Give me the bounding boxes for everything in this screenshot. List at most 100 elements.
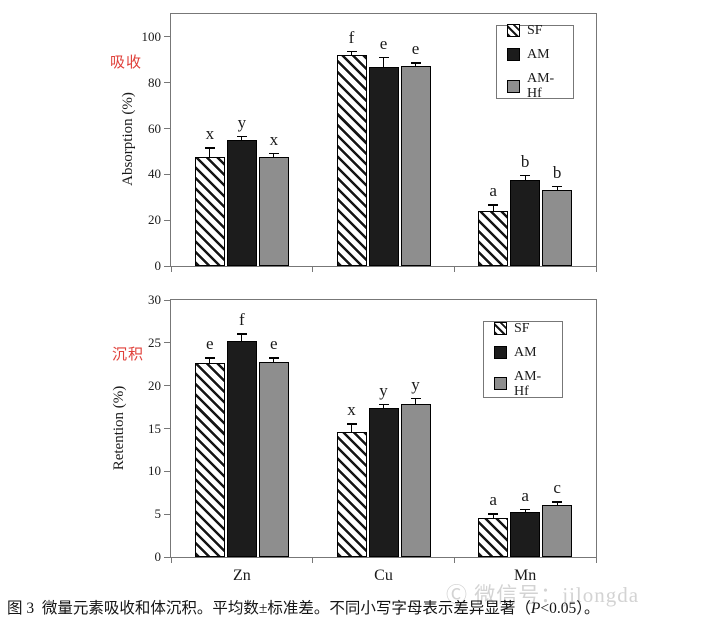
significance-letter: a — [489, 490, 497, 510]
error-bar-cap — [520, 174, 531, 176]
retention-panel-label-cn: 沉积 — [112, 347, 145, 363]
significance-letter: a — [521, 485, 529, 505]
y-tick-label: 40 — [148, 166, 161, 182]
error-bar-cap — [268, 152, 279, 155]
legend-label-am: AM — [527, 47, 550, 62]
significance-letter: y — [237, 112, 247, 132]
significance-letter: x — [347, 400, 356, 420]
significance-letter: f — [238, 310, 245, 330]
y-tick — [164, 385, 171, 387]
bar-am-hf-cu — [400, 65, 431, 266]
y-tick — [164, 36, 171, 38]
error-bar-cap — [520, 508, 531, 511]
error-bar-cap — [488, 513, 499, 515]
x-category-label-mn: Mn — [514, 567, 537, 584]
error-bar-stem — [241, 334, 243, 342]
error-bar-stem — [492, 205, 494, 211]
bar-am-cu — [368, 407, 399, 557]
legend-label-sf: SF — [527, 23, 543, 38]
y-tick — [164, 82, 171, 84]
y-tick — [164, 173, 171, 175]
bar-am-hf-mn — [542, 504, 573, 557]
legend-item-sf: SF — [507, 23, 563, 38]
legend-item-am: AM — [507, 47, 563, 62]
y-tick — [164, 556, 171, 558]
retention-plot-area: SF AM AM-Hf 0 5 10 15 20 25 30 Zn e f e Cu x y y Mn a a c — [148, 292, 597, 584]
error-bar-cap — [378, 403, 389, 405]
significance-letter: y — [379, 380, 388, 400]
error-bar-cap — [378, 56, 389, 59]
x-tick — [170, 557, 172, 563]
absorption-panel-label-cn: 吸收 — [110, 55, 143, 71]
y-tick — [164, 342, 171, 344]
legend-item-amhf: AM-Hf — [494, 369, 552, 399]
y-tick — [164, 299, 171, 301]
error-bar-cap — [410, 62, 421, 64]
error-bar-stem — [273, 153, 275, 158]
am-black-swatch-icon — [507, 48, 520, 61]
error-bar-cap — [268, 357, 279, 359]
x-tick — [453, 557, 455, 563]
x-tick — [595, 557, 597, 563]
error-bar-stem — [556, 502, 558, 505]
absorption-plot-area: SF AM AM-Hf 0 20 40 60 80 100 x y x f e e a b b — [142, 13, 597, 273]
error-bar-stem — [383, 57, 384, 67]
error-bar-cap — [410, 397, 421, 400]
y-tick — [164, 128, 171, 130]
error-bar-cap — [204, 147, 215, 149]
bar-sf-mn — [478, 517, 509, 557]
watermark: Ⓒ 微信号：jilongda — [446, 579, 639, 609]
x-category-label-cu: Cu — [374, 567, 393, 584]
legend-box-absorption: SF AM AM-Hf — [496, 23, 574, 101]
am-black-swatch-icon — [494, 345, 507, 359]
x-tick — [453, 266, 455, 272]
legend-label-am: AM — [514, 344, 537, 360]
significance-letter: x — [269, 129, 279, 149]
y-tick-label: 0 — [154, 549, 162, 564]
x-category-label-zn: Zn — [232, 567, 251, 584]
error-bar-stem — [492, 514, 494, 518]
caption-p-symbol: P — [530, 600, 541, 617]
y-tick-label: 60 — [148, 120, 161, 136]
bar-sf-zn — [194, 362, 225, 557]
legend-label-sf: SF — [514, 320, 530, 336]
bar-am-mn — [510, 512, 541, 557]
y-tick — [164, 265, 171, 267]
significance-letter: a — [489, 181, 497, 201]
bar-am-hf-cu — [400, 403, 431, 557]
x-tick — [312, 557, 314, 563]
x-tick — [312, 266, 314, 272]
amhf-gray-swatch-icon — [507, 79, 520, 93]
bar-sf-mn — [478, 211, 509, 266]
error-bar-stem — [524, 175, 526, 181]
significance-letter: e — [379, 33, 388, 53]
error-bar-cap — [346, 423, 357, 425]
error-bar-stem — [383, 404, 384, 408]
error-bar-cap — [552, 185, 563, 188]
error-bar-stem — [209, 148, 211, 158]
y-tick-label: 0 — [154, 258, 162, 273]
bar-am-mn — [510, 180, 541, 266]
significance-letter: b — [552, 162, 562, 182]
significance-letter: x — [205, 124, 215, 144]
bar-am-cu — [368, 66, 399, 266]
sf-hatch-swatch-icon — [494, 321, 507, 335]
error-bar-stem — [556, 186, 558, 191]
amhf-gray-swatch-icon — [494, 377, 507, 390]
caption-prefix: 图 3 微量元素吸收和体沉积。平均数±标准差。不同小写字母表示差异显著（ — [7, 600, 531, 617]
legend-item-sf: SF — [494, 321, 552, 336]
error-bar-stem — [524, 509, 526, 513]
error-bar-cap — [552, 501, 563, 503]
error-bar-stem — [273, 358, 275, 362]
significance-letter: c — [553, 478, 561, 498]
error-bar-cap — [488, 204, 499, 206]
error-bar-stem — [415, 398, 416, 404]
error-bar-stem — [209, 358, 211, 363]
y-tick — [164, 428, 171, 429]
legend-box-retention: SF AM AM-Hf — [483, 321, 563, 399]
y-tick-label: 25 — [148, 334, 161, 350]
y-tick-label: 20 — [148, 377, 161, 393]
legend-label-amhf: AM-Hf — [527, 71, 555, 101]
error-bar-stem — [351, 424, 352, 432]
